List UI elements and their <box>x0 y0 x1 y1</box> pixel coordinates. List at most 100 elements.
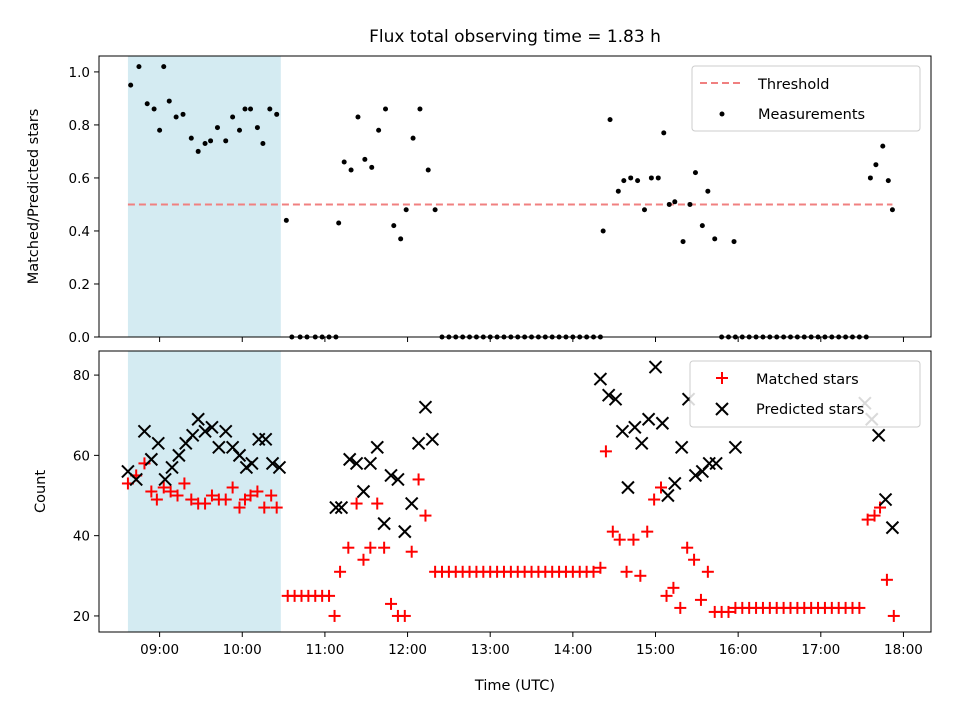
measurement-point <box>641 207 647 213</box>
predicted-star-point <box>641 412 656 426</box>
matched-star-point <box>350 497 363 510</box>
predicted-star-point <box>885 520 900 535</box>
predicted-star-point <box>621 480 635 495</box>
measurement-point <box>661 130 667 136</box>
predicted-star-point <box>655 416 670 430</box>
matched-star-point <box>627 533 640 546</box>
predicted-star-point <box>728 440 743 455</box>
measurement-point <box>242 106 248 112</box>
x-tick-label: 16:00 <box>719 642 758 658</box>
measurement-point <box>157 127 163 133</box>
predicted-star-point <box>370 440 384 455</box>
measurement-point <box>607 117 613 123</box>
matched-star-point <box>634 569 647 582</box>
predicted-star-point <box>593 372 608 386</box>
measurement-point <box>410 135 416 141</box>
measurement-point <box>248 106 254 112</box>
predicted-star-point <box>356 484 371 499</box>
measurement-point <box>666 201 672 207</box>
matched-star-point <box>660 589 673 602</box>
x-tick-label: 15:00 <box>636 642 675 658</box>
predicted-star-point <box>239 460 254 475</box>
measurement-point <box>600 228 606 234</box>
top-x-ticks <box>159 337 904 342</box>
measurement-point <box>867 175 873 181</box>
x-axis-label: Time (UTC) <box>474 678 555 694</box>
bottom-y-ticks: 20 40 60 80 <box>73 368 99 625</box>
bottom-marks <box>121 360 900 622</box>
measurement-point <box>144 101 150 107</box>
predicted-star-point <box>245 456 259 471</box>
predicted-star-point <box>702 456 716 471</box>
matched-star-point <box>171 489 184 502</box>
predicted-star-point <box>878 492 893 507</box>
predicted-star-point <box>349 456 364 471</box>
x-tick-label: 14:00 <box>553 642 592 658</box>
measurement-point <box>283 217 289 223</box>
x-tick-label: 09:00 <box>140 642 179 658</box>
predicted-star-point <box>342 452 357 467</box>
measurement-point <box>166 98 172 104</box>
predicted-star-point <box>661 488 675 503</box>
predicted-star-point <box>668 476 682 491</box>
predicted-star-point <box>265 456 280 471</box>
predicted-star-point <box>608 392 623 406</box>
matched-star-point <box>880 573 893 586</box>
measurement-point <box>425 167 431 173</box>
measurement-point <box>889 207 895 213</box>
matched-star-point <box>667 581 680 594</box>
y-tick-label: 0.2 <box>69 277 90 293</box>
bottom-y-axis-label: Count <box>33 470 49 513</box>
measurement-point <box>712 236 718 242</box>
predicted-star-point <box>258 432 273 447</box>
measurement-point <box>355 114 361 120</box>
measurement-point <box>151 106 157 112</box>
predicted-star-point <box>158 472 172 487</box>
matched-star-point <box>688 553 701 566</box>
predicted-star-point <box>129 472 143 487</box>
top-y-axis-label: Matched/Predicted stars <box>26 109 42 285</box>
legend-matched-label: Matched stars <box>756 372 859 388</box>
predicted-star-point <box>165 460 179 475</box>
measurement-point <box>692 170 698 176</box>
matched-star-point <box>178 477 191 490</box>
bottom-panel: 20 40 60 80 09:00 10:00 11:00 12:00 13:00 14:00 1… <box>33 350 932 694</box>
measurement-point <box>208 138 214 144</box>
matched-star-point <box>868 509 881 522</box>
matched-star-point <box>328 609 341 622</box>
matched-star-point <box>599 445 612 458</box>
measurement-point <box>348 167 354 173</box>
measurement-point <box>214 125 220 131</box>
matched-star-point <box>233 501 246 514</box>
predicted-star-point <box>363 456 378 471</box>
predicted-star-point <box>411 436 426 451</box>
y-tick-label: 80 <box>73 368 90 384</box>
y-tick-label: 0.0 <box>69 330 90 346</box>
measurement-point <box>432 207 438 213</box>
matched-star-point <box>587 565 600 578</box>
measurement-point <box>687 201 693 207</box>
legend-predicted-swatch <box>715 402 729 416</box>
matched-star-point <box>258 501 271 514</box>
top-y-ticks: 0.0 0.2 0.4 0.6 0.8 1.0 <box>69 65 99 346</box>
predicted-star-point <box>709 456 723 471</box>
matched-star-point <box>701 565 714 578</box>
predicted-star-point <box>334 500 349 515</box>
legend-measurements-swatch <box>719 111 725 117</box>
predicted-star-point <box>137 424 152 438</box>
matched-star-point <box>861 513 874 526</box>
predicted-star-point <box>871 428 886 443</box>
matched-star-point <box>874 501 887 514</box>
matched-star-point <box>150 493 163 506</box>
predicted-star-point <box>635 436 649 451</box>
measurement-point <box>615 188 621 194</box>
legend-measurements-label: Measurements <box>758 107 865 123</box>
measurement-point <box>376 127 382 133</box>
measurement-point <box>672 199 678 205</box>
matched-star-point <box>219 493 232 506</box>
measurement-point <box>161 64 167 70</box>
matched-star-point <box>722 605 735 618</box>
measurement-point <box>341 159 347 165</box>
x-tick-label: 11:00 <box>305 642 344 658</box>
measurement-point <box>188 135 194 141</box>
